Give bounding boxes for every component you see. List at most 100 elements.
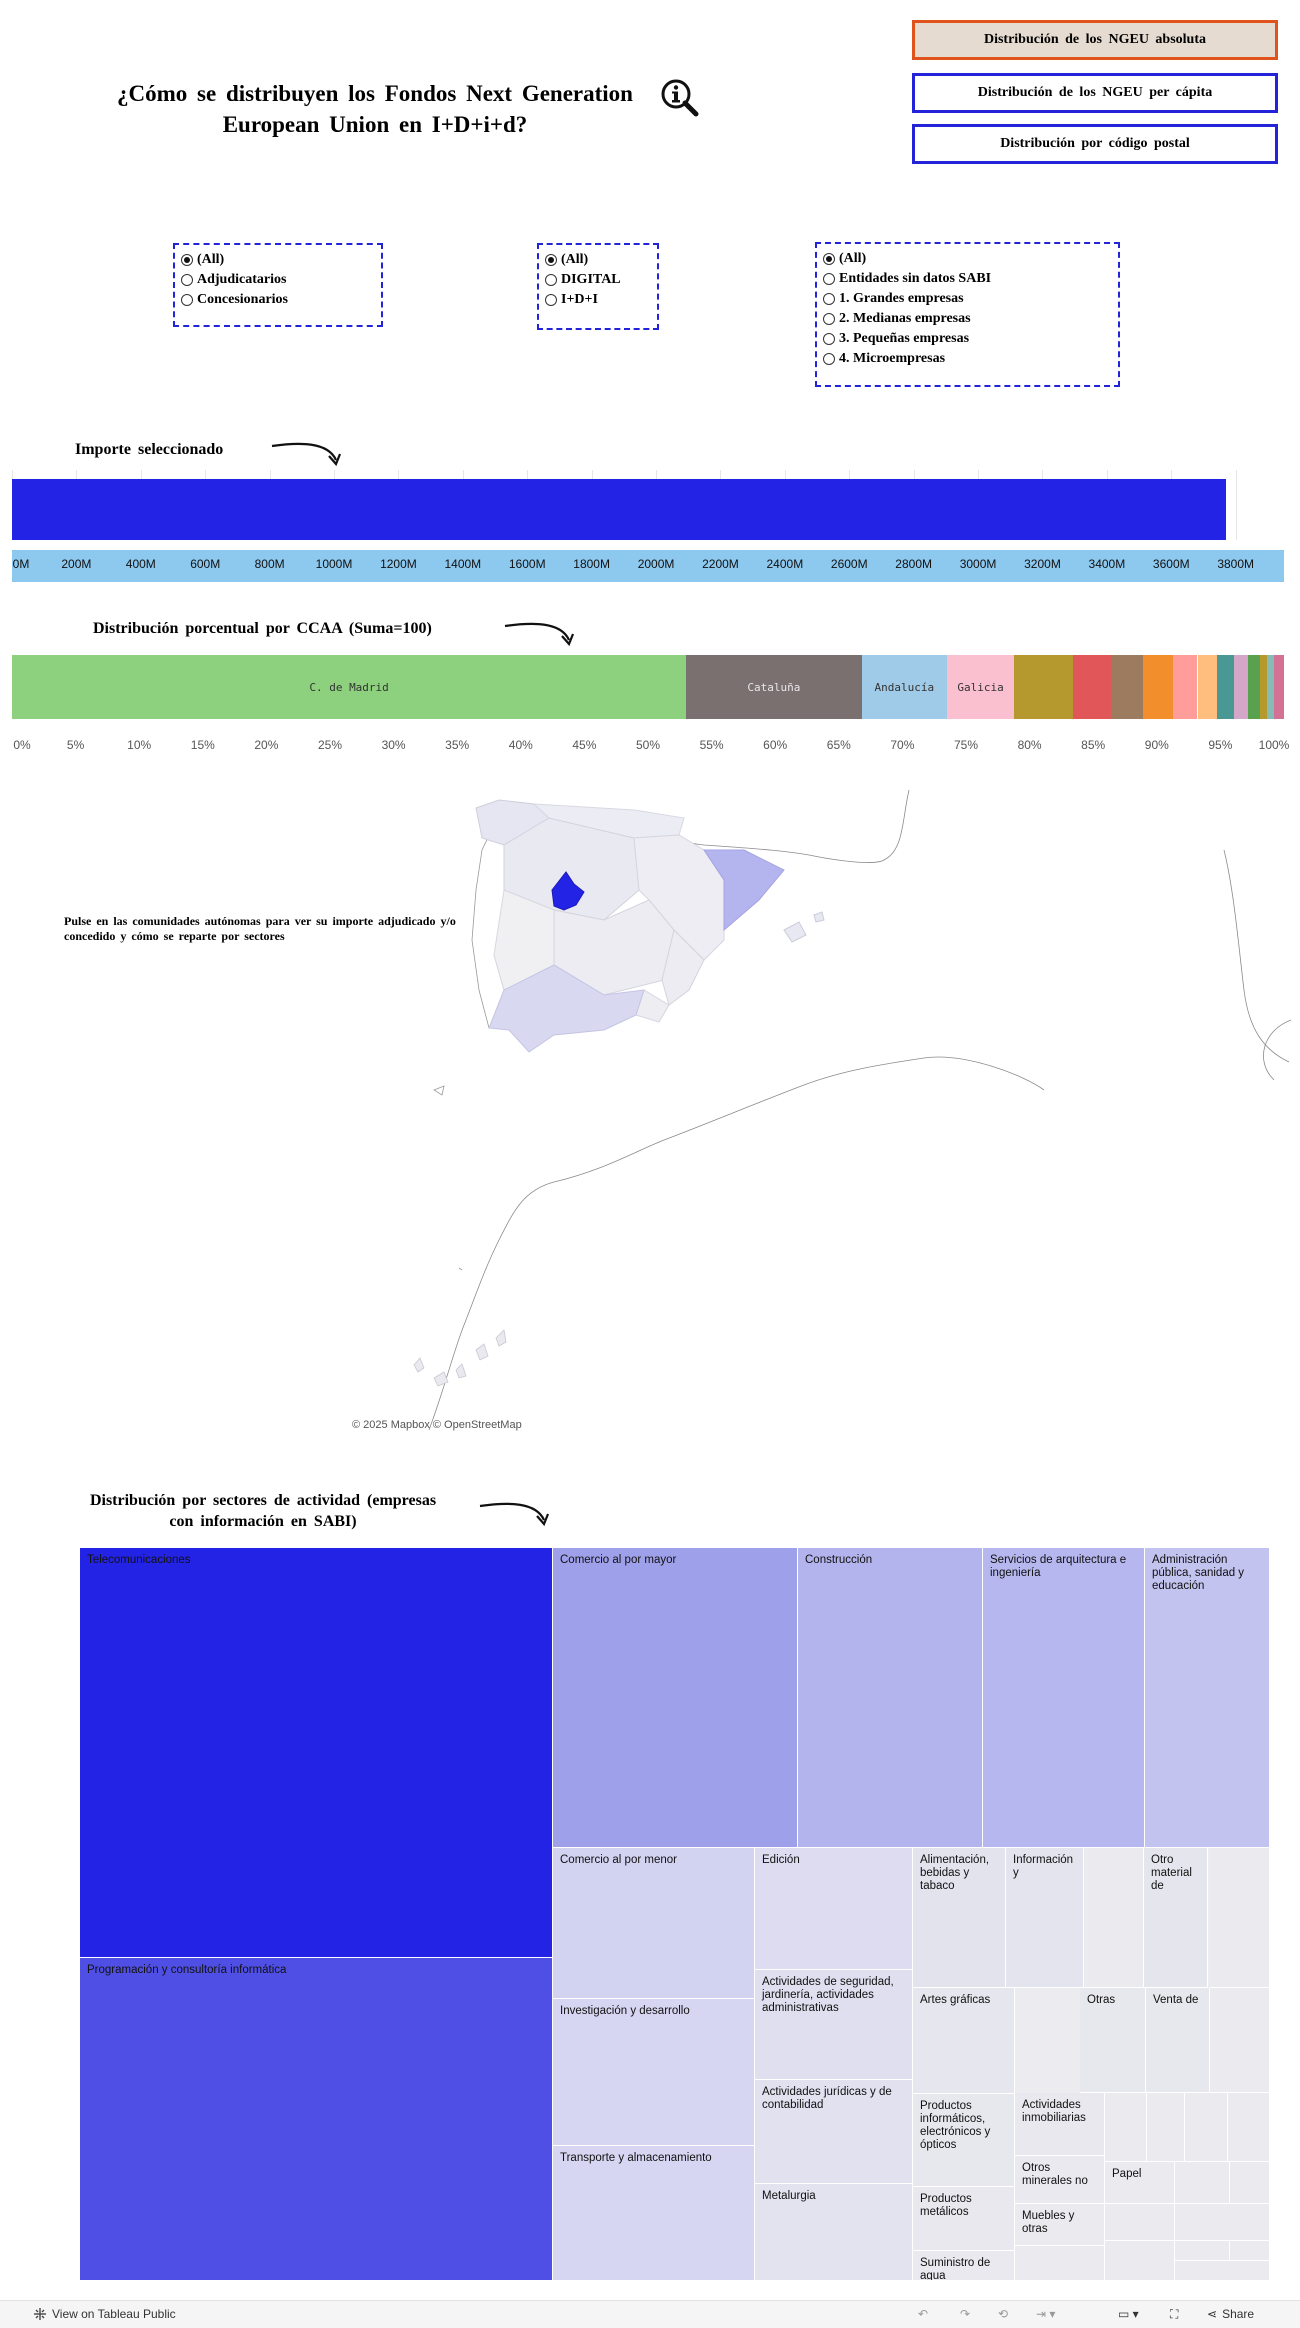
filter-option[interactable]: (All) [823,249,1112,269]
ccaa-segment[interactable] [1267,655,1274,719]
treemap-cell[interactable] [1185,2093,1228,2162]
filter-option[interactable]: (All) [545,250,651,270]
filter-option[interactable]: DIGITAL [545,270,651,290]
nav-button-absoluta[interactable]: Distribución de los NGEU absoluta [912,20,1278,60]
ccaa-title: Distribución porcentual por CCAA (Suma=1… [93,620,432,637]
treemap-cell[interactable] [1147,2093,1185,2162]
treemap-cell[interactable]: Productos metálicos [913,2187,1015,2251]
treemap-cell[interactable]: Papel [1105,2162,1175,2204]
importe-bar[interactable] [12,479,1227,540]
treemap-cell[interactable]: Telecomunicaciones [80,1548,553,1958]
ccaa-segment[interactable] [1273,655,1284,719]
filter-option[interactable]: 2. Medianas empresas [823,309,1112,329]
importe-tick-label: 3000M [959,557,997,571]
radio-icon [823,313,835,325]
pause-icon[interactable]: ⇥ ▾ [1036,2307,1056,2321]
treemap-cell[interactable]: Investigación y desarrollo [553,1999,755,2146]
treemap-cell[interactable]: Artes gráficas [913,1988,1015,2094]
treemap-cell[interactable]: Servicios de arquitectura e ingeniería [983,1548,1145,1848]
treemap-cell[interactable]: Actividades de seguridad, jardinería, ac… [755,1970,913,2080]
fullscreen-icon[interactable]: ⛶ [1170,2307,1179,2321]
filter-option[interactable]: (All) [181,250,375,270]
ccaa-segment[interactable]: C. de Madrid [12,655,687,719]
treemap-cell[interactable] [1175,2261,1270,2281]
treemap-cell[interactable]: Otro material de [1144,1848,1208,1988]
ccaa-segment[interactable]: Andalucía [861,655,947,719]
filter-option[interactable]: Entidades sin datos SABI [823,269,1112,289]
treemap-cell[interactable] [1084,1848,1144,1988]
importe-tick-label: 400M [125,557,156,571]
treemap-cell[interactable]: Metalurgia [755,2184,913,2281]
redo-icon[interactable]: ↷ [960,2307,971,2321]
treemap-cell[interactable]: Administración pública, sanidad y educac… [1145,1548,1270,1848]
importe-tick-label: 1800M [573,557,610,571]
ccaa-segment[interactable] [1072,655,1111,719]
ccaa-tick-label: 0% [13,738,31,752]
ccaa-segment[interactable] [1234,655,1249,719]
treemap-cell[interactable]: Productos informáticos, electrónicos y ó… [913,2094,1015,2187]
treemap-cell[interactable]: Otros minerales no [1015,2156,1105,2204]
filter-option[interactable]: 1. Grandes empresas [823,289,1112,309]
nav-button-codigo-postal[interactable]: Distribución por código postal [912,124,1278,164]
treemap-cell[interactable] [1105,2093,1147,2162]
treemap-cell[interactable]: Construcción [798,1548,983,1848]
treemap-cell[interactable]: Venta de [1146,1988,1210,2093]
ccaa-tick-label: 80% [1017,738,1042,752]
treemap-cell[interactable] [1175,2162,1230,2204]
treemap-cell[interactable] [1175,2241,1230,2261]
treemap-cell[interactable]: Suministro de agua [913,2251,1015,2281]
treemap-cell[interactable]: Programación y consultoría informática [80,1958,553,2281]
filter-option[interactable]: Concesionarios [181,290,375,310]
importe-tick-label: 2800M [895,557,933,571]
treemap-cell[interactable]: Otras [1080,1988,1146,2093]
tableau-logo-icon [34,2308,46,2320]
treemap-cell[interactable] [1228,2093,1270,2162]
treemap-cell[interactable] [1210,1988,1270,2093]
spain-map[interactable] [404,789,1294,1445]
ccaa-tick-label: 60% [763,738,788,752]
treemap-cell[interactable] [1105,2241,1175,2281]
ccaa-segment[interactable] [1142,655,1174,719]
filter-option[interactable]: 4. Microempresas [823,349,1112,369]
treemap-cell[interactable] [1105,2204,1175,2241]
radio-icon [545,294,557,306]
treemap-cell[interactable] [1175,2204,1270,2241]
region-madrid [551,871,585,911]
treemap-cell[interactable]: Actividades jurídicas y de contabilidad [755,2080,913,2184]
revert-icon[interactable]: ⟲ [998,2307,1009,2321]
importe-tick-label: 3800M [1217,557,1255,571]
treemap-cell[interactable]: Actividades inmobiliarias [1015,2093,1105,2156]
view-on-tableau-link[interactable]: View on Tableau Public [33,2307,176,2321]
importe-tick-label: 1000M [315,557,353,571]
treemap-cell[interactable]: Edición [755,1848,913,1970]
download-icon[interactable]: ▭ ▾ [1118,2307,1139,2321]
info-magnifier-icon[interactable] [660,78,700,118]
ccaa-segment[interactable] [1248,655,1260,719]
ccaa-segment[interactable] [1111,655,1143,719]
ccaa-segment[interactable]: Cataluña [686,655,862,719]
treemap-cell[interactable] [1230,2241,1270,2261]
treemap-cell[interactable]: Comercio al por menor [553,1848,755,1999]
undo-icon[interactable]: ↶ [918,2307,929,2321]
treemap-cell[interactable] [1230,2162,1270,2204]
ccaa-segment[interactable]: Galicia [946,655,1015,719]
ccaa-segment[interactable] [1197,655,1217,719]
treemap-cell[interactable]: Comercio al por mayor [553,1548,798,1848]
treemap-cell[interactable]: Transporte y almacenamiento [553,2146,755,2281]
ccaa-segment[interactable] [1173,655,1198,719]
ccaa-segment[interactable] [1259,655,1268,719]
filter-option[interactable]: Adjudicatarios [181,270,375,290]
importe-tick-label: 1200M [380,557,417,571]
share-button[interactable]: ⋖ Share [1207,2307,1255,2321]
treemap-cell[interactable]: Muebles y otras [1015,2204,1105,2246]
treemap-cell[interactable]: Información y [1006,1848,1084,1988]
treemap-cell[interactable] [1015,2246,1105,2281]
filter-option[interactable]: 3. Pequeñas empresas [823,329,1112,349]
ccaa-segment[interactable] [1216,655,1235,719]
filter-option[interactable]: I+D+I [545,290,651,310]
ccaa-tick-label: 95% [1208,738,1233,752]
ccaa-segment[interactable] [1014,655,1073,719]
treemap-cell[interactable] [1210,1848,1270,1988]
nav-button-per-capita[interactable]: Distribución de los NGEU per cápita [912,73,1278,113]
treemap-cell[interactable]: Alimentación, bebidas y tabaco [913,1848,1006,1988]
